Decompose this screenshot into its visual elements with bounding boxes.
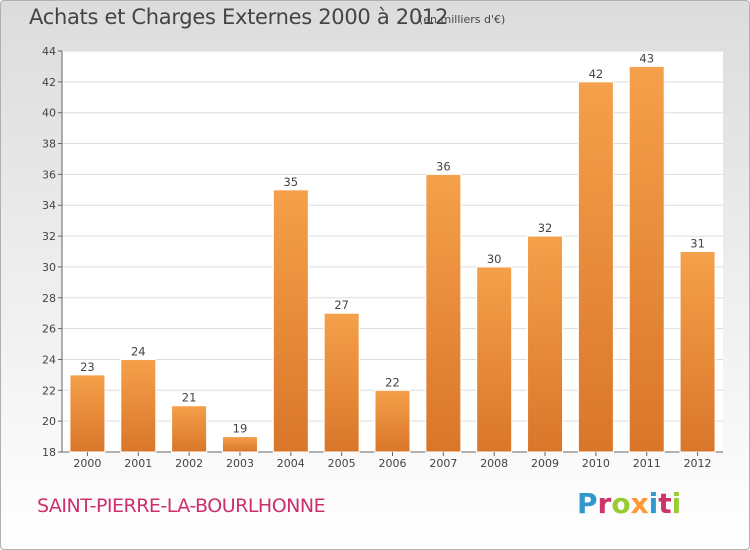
logo-letter: t — [658, 487, 672, 520]
logo-letter: o — [611, 487, 631, 520]
bar — [527, 235, 564, 453]
y-tick-label: 40 — [42, 107, 56, 120]
bar — [272, 189, 309, 453]
x-tick-label: 2007 — [429, 457, 457, 470]
y-tick-label: 30 — [42, 261, 56, 274]
y-tick-label: 34 — [42, 199, 56, 212]
commune-name: SAINT-PIERRE-LA-BOURLHONNE — [37, 495, 326, 517]
x-tick-label: 2001 — [124, 457, 152, 470]
bar — [679, 251, 716, 453]
y-tick-label: 32 — [42, 230, 56, 243]
bar — [425, 173, 462, 453]
bar — [476, 266, 513, 453]
y-tick-label: 36 — [42, 168, 56, 181]
y-tick-label: 22 — [42, 384, 56, 397]
y-tick-label: 20 — [42, 415, 56, 428]
proxiti-logo: Proxiti — [577, 487, 681, 520]
x-tick-label: 2008 — [480, 457, 508, 470]
x-tick-label: 2000 — [73, 457, 101, 470]
y-tick-label: 44 — [42, 45, 56, 58]
data-label: 30 — [487, 252, 502, 266]
bar — [577, 81, 614, 453]
data-label: 35 — [283, 175, 298, 189]
bar — [374, 389, 411, 453]
x-tick-label: 2009 — [531, 457, 559, 470]
x-tick-label: 2002 — [175, 457, 203, 470]
bar — [221, 436, 258, 453]
y-tick-label: 38 — [42, 138, 56, 151]
bar — [323, 312, 360, 453]
data-label: 36 — [436, 159, 451, 173]
data-label: 31 — [690, 237, 705, 251]
logo-letter: x — [630, 487, 649, 520]
data-label: 22 — [385, 375, 400, 389]
logo-letter: P — [577, 487, 598, 520]
x-tick-label: 2005 — [328, 457, 356, 470]
logo-letter: i — [671, 487, 682, 520]
data-label: 43 — [639, 51, 654, 65]
chart-title: Achats et Charges Externes 2000 à 2012 — [29, 5, 449, 29]
bar — [120, 358, 157, 453]
bar — [628, 65, 665, 453]
data-label: 32 — [538, 221, 553, 235]
x-tick-label: 2010 — [582, 457, 610, 470]
x-tick-label: 2011 — [633, 457, 661, 470]
data-label: 24 — [131, 344, 146, 358]
y-tick-label: 42 — [42, 76, 56, 89]
x-tick-label: 2006 — [379, 457, 407, 470]
x-tick-label: 2004 — [277, 457, 305, 470]
bar — [171, 405, 208, 453]
data-label: 23 — [80, 360, 95, 374]
data-label: 27 — [334, 298, 349, 312]
logo-letter: r — [597, 487, 612, 520]
bar — [69, 374, 106, 453]
data-label: 19 — [233, 422, 248, 436]
chart-unit: (en milliers d'€) — [419, 13, 506, 26]
data-label: 21 — [182, 391, 197, 405]
logo-letter: i — [648, 487, 659, 520]
y-tick-label: 26 — [42, 323, 56, 336]
data-label: 42 — [589, 67, 604, 81]
x-tick-label: 2003 — [226, 457, 254, 470]
x-tick-label: 2012 — [684, 457, 712, 470]
y-tick-label: 18 — [42, 446, 56, 459]
y-tick-label: 24 — [42, 353, 56, 366]
y-tick-label: 28 — [42, 292, 56, 305]
